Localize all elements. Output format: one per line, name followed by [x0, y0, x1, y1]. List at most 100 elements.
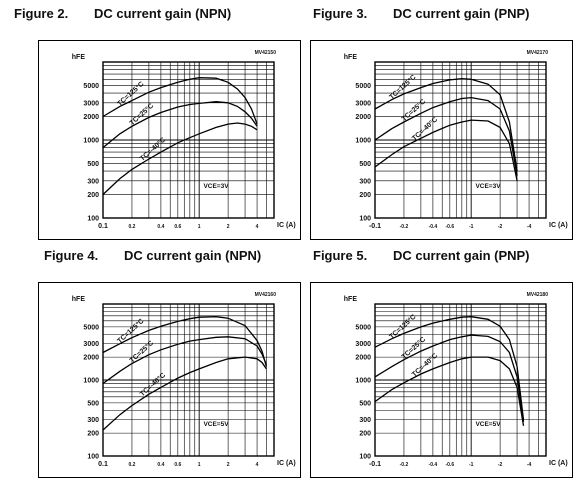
y-tick-label: 200 — [359, 192, 371, 199]
y-tick-label: 300 — [359, 417, 371, 424]
y-tick-label: 2000 — [355, 114, 371, 121]
figure-4-label: Figure 4. — [44, 248, 99, 263]
figure-4-caption: DC current gain (NPN) — [124, 248, 262, 263]
x-tick-label: 0.2 — [128, 224, 135, 230]
y-tick-label: 200 — [87, 431, 99, 438]
figure-3-label: Figure 3. — [313, 6, 368, 21]
y-tick-label: 2000 — [83, 355, 99, 362]
figure-4-title: Figure 4. DC current gain (NPN) — [44, 248, 261, 263]
y-tick-label: 3000 — [355, 341, 371, 348]
y-axis-label: hFE — [72, 296, 86, 303]
figure-5-caption: DC current gain (PNP) — [393, 248, 530, 263]
y-tick-label: 500 — [359, 161, 371, 168]
x-tick-label: 2 — [227, 224, 230, 230]
series-line-3 — [374, 119, 518, 181]
chart-svg-figure-4: 100 200 300 500 1000 2000 3000 5000 0.1 0.2 0.4 0.6… — [38, 282, 301, 478]
figure-5-title: Figure 5. DC current gain (PNP) — [313, 248, 530, 263]
x-tick-label: -1 — [469, 462, 474, 468]
x-axis-label: IC (A) — [549, 460, 568, 467]
y-tick-label: 100 — [359, 454, 371, 461]
figure-2-title: Figure 2. DC current gain (NPN) — [14, 6, 231, 21]
series-line-2 — [374, 334, 525, 423]
chart-svg-figure-2: 100 200 300 500 1000 2000 3000 5000 0.1 0.2 0.4 0.6… — [38, 40, 301, 240]
condition-label: VCE=3V — [203, 183, 229, 190]
y-tick-label: 300 — [87, 178, 99, 185]
y-tick-label: 5000 — [83, 324, 99, 331]
x-tick-label: 2 — [227, 462, 230, 468]
chart-code-label: MV42170 — [527, 50, 549, 56]
y-tick-label: 2000 — [355, 355, 371, 362]
y-tick-label: 300 — [359, 178, 371, 185]
y-axis-label: hFE — [344, 296, 358, 303]
plot-area — [374, 303, 547, 457]
y-tick-label: 200 — [359, 431, 371, 438]
x-tick-label: 0.4 — [157, 224, 164, 230]
y-tick-label: 1000 — [83, 138, 99, 145]
x-tick-label: 0.6 — [174, 462, 181, 468]
series-line-3 — [102, 122, 258, 195]
y-tick-label: 3000 — [83, 100, 99, 107]
x-tick-label: -1 — [469, 224, 474, 230]
x-tick-label: -4 — [527, 224, 532, 230]
chart-figure-5: 100 200 300 500 1000 2000 3000 5000 -0.1 -0.2 -0.4… — [310, 282, 573, 483]
y-tick-label: 100 — [87, 454, 99, 461]
series-line-2 — [102, 101, 258, 149]
y-tick-label: 500 — [87, 400, 99, 407]
series-line-1 — [374, 316, 525, 420]
series-line-1 — [374, 78, 518, 172]
grid — [103, 62, 274, 218]
x-tick-label: 4 — [256, 462, 259, 468]
x-tick-label: -0.6 — [446, 224, 455, 230]
figure-5-label: Figure 5. — [313, 248, 368, 263]
plot-area — [102, 303, 275, 457]
x-tick-label: -2 — [498, 462, 503, 468]
figure-2-label: Figure 2. — [14, 6, 69, 21]
chart-code-label: MV42180 — [527, 292, 549, 298]
condition-label: VCE=3V — [475, 183, 501, 190]
chart-figure-2: 100 200 300 500 1000 2000 3000 5000 0.1 0.2 0.4 0.6… — [38, 40, 301, 245]
y-tick-label: 200 — [87, 192, 99, 199]
series-line-1 — [102, 77, 258, 125]
x-axis-label: IC (A) — [277, 460, 296, 467]
x-tick-label: -0.1 — [369, 461, 381, 468]
figure-3-caption: DC current gain (PNP) — [393, 6, 530, 21]
y-tick-label: 3000 — [83, 341, 99, 348]
x-tick-label: 0.2 — [128, 462, 135, 468]
y-axis-label: hFE — [72, 54, 86, 61]
condition-label: VCE=5V — [475, 421, 501, 428]
x-tick-label: -0.2 — [400, 224, 409, 230]
y-tick-label: 5000 — [355, 83, 371, 90]
y-tick-label: 1000 — [355, 378, 371, 385]
x-tick-label: 0.6 — [174, 224, 181, 230]
chart-code-label: MV42160 — [255, 292, 277, 298]
x-tick-label: 4 — [256, 224, 259, 230]
plot-area — [102, 61, 275, 219]
x-tick-label: 1 — [198, 462, 201, 468]
x-tick-label: 0.4 — [157, 462, 164, 468]
condition-label: VCE=5V — [203, 421, 229, 428]
series-line-3 — [374, 356, 525, 426]
series-line-1 — [102, 316, 268, 367]
y-tick-label: 100 — [359, 216, 371, 223]
x-tick-label: -0.2 — [400, 462, 409, 468]
y-tick-label: 3000 — [355, 100, 371, 107]
x-tick-label: -0.6 — [446, 462, 455, 468]
chart-figure-3: 100 200 300 500 1000 2000 3000 5000 -0.1 -0.2 -0.4… — [310, 40, 573, 245]
figure-3-title: Figure 3. DC current gain (PNP) — [313, 6, 530, 21]
y-tick-label: 1000 — [355, 138, 371, 145]
chart-code-label: MV42150 — [255, 50, 277, 56]
x-tick-label: 1 — [198, 224, 201, 230]
x-tick-label: -0.4 — [429, 462, 438, 468]
grid — [375, 62, 546, 218]
chart-svg-figure-5: 100 200 300 500 1000 2000 3000 5000 -0.1 -0.2 -0.4… — [310, 282, 573, 478]
y-tick-label: 2000 — [83, 114, 99, 121]
x-tick-label: -0.4 — [429, 224, 438, 230]
x-tick-label: 0.1 — [98, 461, 108, 468]
series-line-3 — [102, 356, 267, 431]
y-tick-label: 5000 — [83, 83, 99, 90]
y-tick-label: 5000 — [355, 324, 371, 331]
y-axis-label: hFE — [344, 54, 358, 61]
y-tick-label: 100 — [87, 216, 99, 223]
x-tick-label: 0.1 — [98, 223, 108, 230]
series-line-2 — [374, 96, 518, 176]
